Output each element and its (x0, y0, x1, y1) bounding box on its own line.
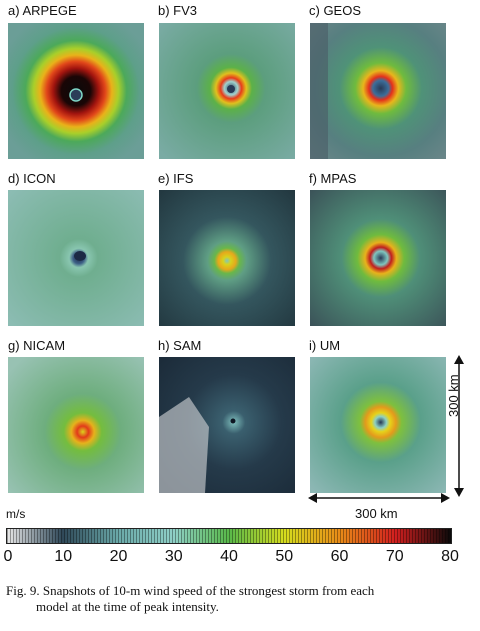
colorbar (6, 528, 452, 544)
panel-label-geos: c) GEOS (309, 3, 362, 18)
vertical-scale-arrow (454, 355, 464, 497)
horizontal-scale-label: 300 km (355, 506, 398, 521)
storm-panel-sam (159, 357, 295, 493)
colorbar-tick-label: 30 (164, 548, 183, 565)
colorbar-tick-label: 60 (330, 548, 349, 565)
colorbar-tick-label: 40 (220, 548, 238, 565)
colorbar-tick-label: 80 (441, 548, 459, 565)
colorbar-tick-label: 0 (3, 548, 13, 565)
panel-label-arpege: a) ARPEGE (8, 3, 77, 18)
vertical-scale-label: 300 km (446, 374, 461, 417)
storm-panel-mpas (310, 190, 446, 326)
colorbar-tick-label: 20 (109, 548, 128, 565)
colorbar-tick-label: 10 (54, 548, 73, 565)
storm-panel-nicam (8, 357, 144, 493)
panel-label-nicam: g) NICAM (8, 338, 66, 353)
horizontal-scale-arrow (308, 493, 450, 503)
figure-caption: Fig. 9. Snapshots of 10-m wind speed of … (6, 583, 476, 615)
panel-label-sam: h) SAM (158, 338, 202, 353)
panel-label-icon: d) ICON (8, 171, 56, 186)
colorbar-tick-label: 50 (275, 548, 294, 565)
storm-panel-um (310, 357, 446, 493)
colorbar-unit: m/s (6, 507, 26, 521)
storm-panel-arpege (8, 23, 144, 159)
caption-line-1: Fig. 9. Snapshots of 10-m wind speed of … (6, 583, 375, 598)
panel-label-mpas: f) MPAS (309, 171, 357, 186)
storm-panel-fv3 (159, 23, 295, 159)
panel-label-um: i) UM (309, 338, 341, 353)
storm-panel-geos (310, 23, 446, 159)
colorbar-tick-label: 70 (385, 548, 404, 565)
caption-line-2: model at the time of peak intensity. (36, 599, 219, 614)
storm-panel-ifs (159, 190, 295, 326)
panel-label-fv3: b) FV3 (158, 3, 198, 18)
colorbar-ticks: 0 10 20 30 40 50 60 70 80 (0, 548, 480, 568)
panel-label-ifs: e) IFS (158, 171, 194, 186)
storm-panel-icon (8, 190, 144, 326)
